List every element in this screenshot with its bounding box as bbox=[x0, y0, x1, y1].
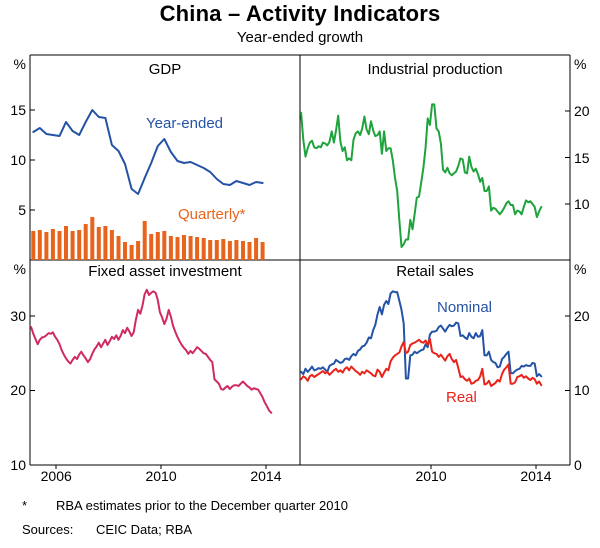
y-tick-label: 15 bbox=[574, 149, 590, 166]
page-title: China – Activity Indicators bbox=[159, 1, 441, 26]
sources-value: CEIC Data; RBA bbox=[96, 522, 193, 537]
y-tick-label: 10 bbox=[574, 382, 590, 399]
footnote-text: RBA estimates prior to the December quar… bbox=[56, 498, 348, 513]
y-tick-label: 10 bbox=[10, 457, 26, 473]
series-label-nominal: Nominal bbox=[437, 299, 493, 316]
panel-title-fixed-asset-investment: Fixed asset investment bbox=[88, 263, 242, 280]
series-label-real: Real bbox=[446, 389, 477, 406]
y-axis-unit-top-left: % bbox=[13, 56, 26, 72]
y-tick-label: 10 bbox=[10, 152, 26, 168]
x-tick-label: 2014 bbox=[520, 468, 552, 484]
footnote-marker: * bbox=[22, 498, 28, 513]
x-tick-label: 2010 bbox=[145, 468, 177, 484]
x-tick-label: 2006 bbox=[40, 468, 72, 484]
y-tick-label: 20 bbox=[574, 307, 590, 324]
sources-label: Sources: bbox=[22, 522, 74, 537]
chart-subtitle: Year-ended growth bbox=[236, 29, 364, 46]
y-tick-label: 15 bbox=[10, 102, 26, 118]
y-axis-unit-bottom-left: % bbox=[13, 261, 26, 277]
y-axis-unit-bottom-right: % bbox=[574, 261, 587, 277]
y-tick-label: 30 bbox=[10, 307, 26, 324]
panel-title-retail-sales: Retail sales bbox=[396, 263, 474, 280]
y-tick-label: 20 bbox=[10, 382, 26, 399]
y-tick-label: 20 bbox=[574, 102, 590, 119]
panel-title-gdp: GDP bbox=[148, 61, 182, 78]
panel-title-industrial-production: Industrial production bbox=[367, 61, 503, 78]
y-tick-label: 10 bbox=[574, 196, 590, 213]
y-axis-unit-top-right: % bbox=[574, 56, 587, 72]
y-tick-label: 5 bbox=[18, 202, 26, 218]
series-label-quarterly: Quarterly* bbox=[178, 206, 246, 223]
series-label-year-ended: Year-ended bbox=[146, 115, 224, 132]
y-tick-label: 0 bbox=[574, 457, 582, 473]
x-tick-label: 2010 bbox=[415, 468, 447, 484]
x-tick-label: 2014 bbox=[250, 468, 282, 484]
